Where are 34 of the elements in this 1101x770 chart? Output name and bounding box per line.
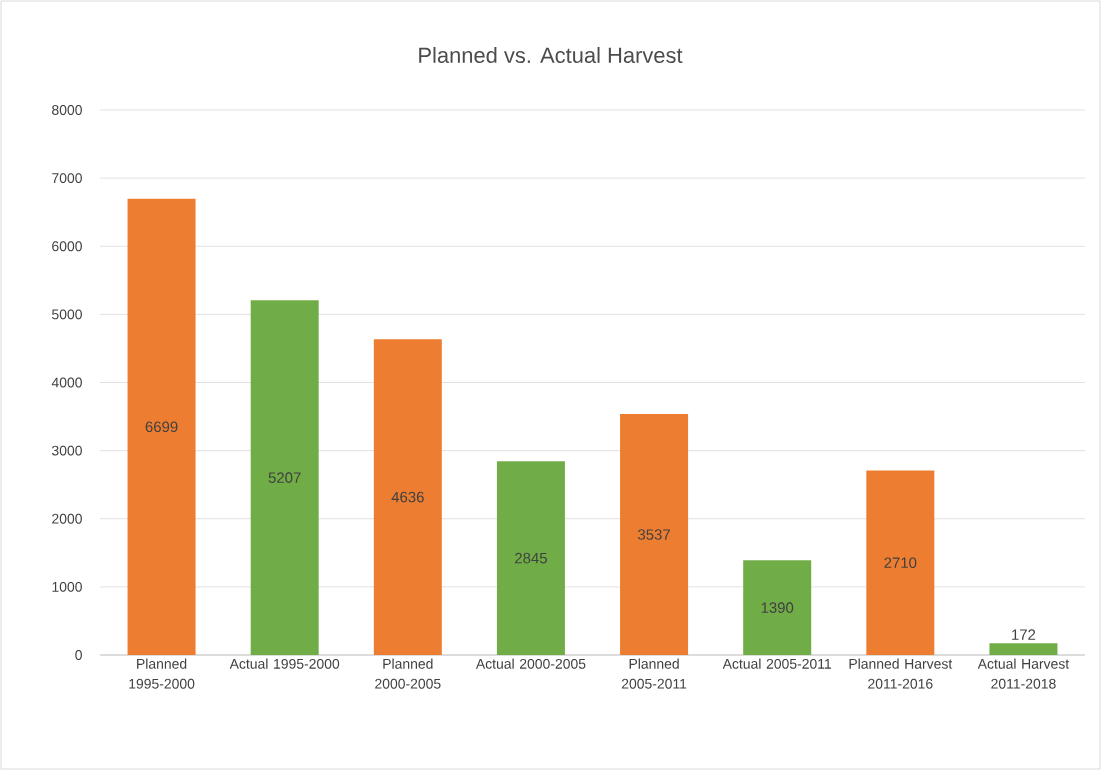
data-label: 5207: [268, 472, 301, 483]
x-tick-label: Actual 2000-2005: [475, 658, 586, 669]
bar: [620, 414, 689, 655]
y-tick-label: 7000: [52, 173, 82, 184]
x-tick-label: Planned Harvest 2011-2016: [849, 658, 953, 689]
y-tick-label: 6000: [52, 241, 82, 252]
y-tick-label: 3000: [51, 445, 82, 456]
y-tick-label: 4000: [51, 377, 82, 388]
data-label: 172: [1012, 629, 1036, 640]
x-tick-label: Planned 2000-2005: [375, 658, 441, 689]
data-label: 1390: [761, 602, 794, 613]
x-tick-label: Actual 1995-2000: [229, 658, 340, 669]
bar: [250, 300, 319, 655]
y-tick-label: 8000: [52, 105, 82, 115]
data-label: 2710: [884, 557, 917, 568]
bar: [496, 461, 565, 655]
x-tick-label: Planned 1995-2000: [129, 658, 195, 689]
y-tick-label: 5000: [52, 309, 82, 320]
y-tick-label: 1000: [52, 581, 82, 592]
bar: [866, 470, 935, 655]
x-tick-label: Actual 2005-2011: [722, 658, 832, 669]
chart-title: Planned vs. Actual Harvest: [419, 46, 683, 64]
y-tick-label: 0: [75, 650, 82, 660]
data-label: 4636: [391, 491, 424, 503]
x-tick-label: Actual Harvest 2011-2018: [977, 658, 1070, 689]
x-tick-label: Planned 2005-2011: [621, 658, 687, 689]
data-label: 2845: [515, 552, 547, 564]
bar: [373, 339, 442, 655]
bar: [743, 560, 812, 655]
y-tick-label: 2000: [52, 513, 82, 524]
bar: [989, 643, 1058, 655]
data-label: 3537: [638, 529, 670, 540]
bar: [127, 198, 196, 655]
data-label: 6699: [145, 421, 178, 433]
